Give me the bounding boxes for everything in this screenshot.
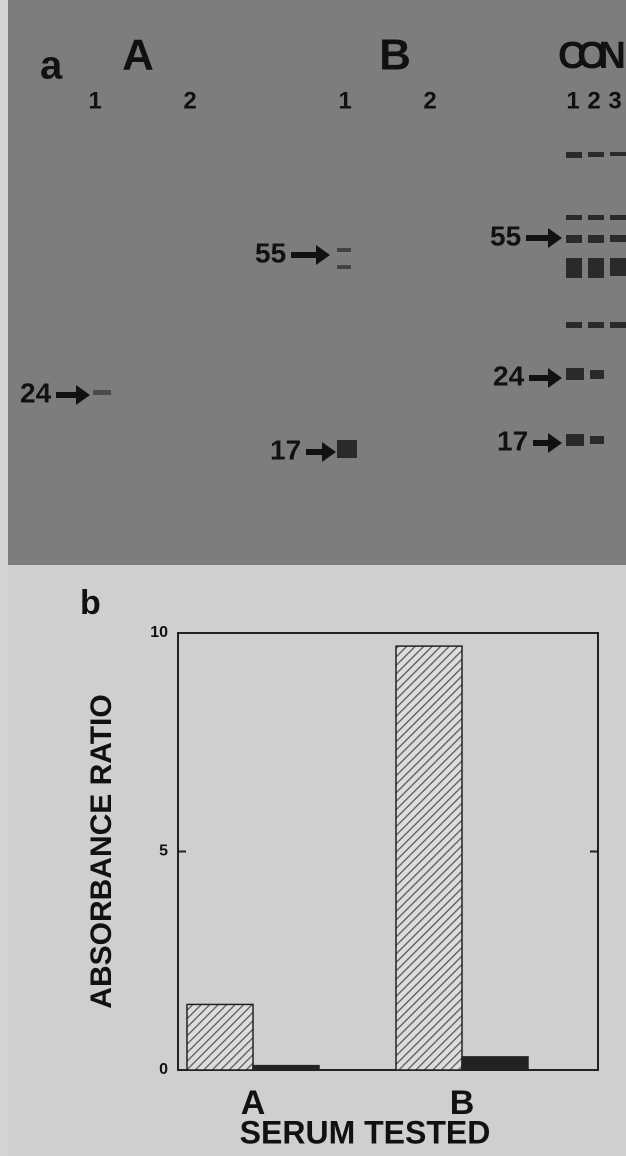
y-tick-label: 10 <box>150 624 168 641</box>
bar <box>187 1004 253 1070</box>
lane-number: 1 <box>88 87 101 114</box>
lane-number: 2 <box>183 87 196 114</box>
marker-label: 55 <box>490 220 521 251</box>
bar <box>462 1057 528 1070</box>
marker-label: 55 <box>255 237 286 268</box>
marker-label: 17 <box>497 425 528 456</box>
marker-label: 17 <box>270 434 301 465</box>
lane-number: 3 <box>608 87 621 114</box>
group-label: A <box>122 31 154 80</box>
bar <box>396 646 462 1070</box>
lane-number: 1 <box>338 87 351 114</box>
group-label: CON <box>558 35 626 77</box>
y-axis-label: ABSORBANCE RATIO <box>85 694 118 1008</box>
panel-label: b <box>80 584 101 622</box>
y-tick-label: 5 <box>159 843 168 860</box>
lane-number: 2 <box>423 87 436 114</box>
x-tick-label: B <box>450 1084 475 1122</box>
lane-number: 2 <box>587 87 600 114</box>
bar <box>253 1066 319 1070</box>
lane-number: 1 <box>566 87 579 114</box>
x-tick-label: A <box>241 1084 266 1122</box>
group-label: B <box>379 31 411 80</box>
marker-label: 24 <box>20 377 52 408</box>
figure: aA12B12CON123245517552417 bABSORBANCE RA… <box>0 0 626 1156</box>
marker-label: 24 <box>493 360 525 391</box>
panel-label: a <box>40 44 63 88</box>
gel-background <box>8 0 626 565</box>
y-tick-label: 0 <box>159 1061 168 1078</box>
